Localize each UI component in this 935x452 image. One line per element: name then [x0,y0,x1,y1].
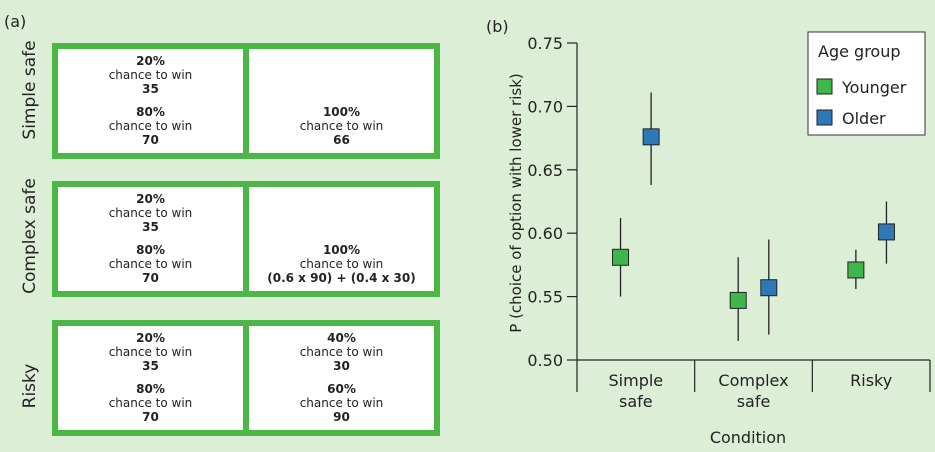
outcome-text: chance to win [108,257,193,271]
data-point-older [877,223,895,241]
outcome-amount: 66 [333,133,350,147]
chart-panel-b: (b) P (choice of option with lower risk)… [486,17,931,447]
outcome-text: chance to win [108,206,193,220]
data-point-older [642,128,660,146]
x-tick-label: safe [737,392,771,411]
gamble-card-risky: 20% chance to win 35 80% chance to win 7… [52,320,440,436]
axes: 0.50 0.55 0.60 0.65 0.70 0.75 Simple safe Comple… [527,34,931,411]
option-outcome: 60% chance to win 90 [249,382,434,424]
option-outcome: 100% chance to win (0.6 x 90) + (0.4 x 3… [249,243,434,285]
outcome-percent: 100% [322,243,361,257]
option-outcome: 100% chance to win 66 [249,105,434,147]
outcome-amount: 70 [142,133,159,147]
x-axis-label: Condition [710,428,786,447]
option-outcome: 20% chance to win 35 [58,331,243,373]
right-option-cell: 40% chance to win 30 60% chance to win 9… [249,326,434,430]
y-tick-label: 0.70 [527,97,563,116]
x-tick-label: Simple [609,371,664,390]
outcome-percent: 80% [136,382,165,396]
outcome-amount: 35 [142,82,159,96]
option-outcome: 80% chance to win 70 [58,382,243,424]
outcome-percent: 100% [322,105,361,119]
data-point-younger [612,248,630,266]
outcome-percent: 80% [136,243,165,257]
right-option-cell: 100% chance to win (0.6 x 90) + (0.4 x 3… [249,187,434,291]
y-tick-label: 0.50 [527,351,563,370]
outcome-amount: (0.6 x 90) + (0.4 x 30) [267,271,416,285]
outcome-amount: 35 [142,359,159,373]
outcome-percent: 60% [327,382,356,396]
outcome-text: chance to win [108,68,193,82]
outcome-percent: 40% [327,331,356,345]
x-tick-label: Risky [850,371,892,390]
left-option-cell: 20% chance to win 35 80% chance to win 7… [58,49,243,153]
outcome-text: chance to win [108,345,193,359]
outcome-amount: 30 [333,359,350,373]
row-label-complex-safe: Complex safe [20,178,40,294]
option-outcome: 20% chance to win 35 [58,54,243,96]
option-outcome: 80% chance to win 70 [58,105,243,147]
panel-a-label: (a) [4,12,27,31]
legend-swatch-younger [816,78,833,95]
outcome-text: chance to win [299,345,384,359]
data-marks [612,92,895,341]
y-tick-label: 0.65 [527,161,563,180]
outcome-text: chance to win [299,119,384,133]
outcome-percent: 20% [136,331,165,345]
gamble-card-complex-safe: 20% chance to win 35 80% chance to win 7… [52,181,440,297]
outcome-amount: 70 [142,410,159,424]
legend: Age group Younger Older [807,31,926,136]
y-tick-label: 0.60 [527,224,563,243]
y-tick-label: 0.75 [527,34,563,53]
x-tick-label: safe [619,392,653,411]
legend-label-older: Older [842,109,886,128]
legend-swatch-older [816,109,833,126]
outcome-text: chance to win [299,257,384,271]
panel-b-label: (b) [486,17,509,36]
data-point-younger [847,261,865,279]
option-outcome: 20% chance to win 35 [58,192,243,234]
outcome-text: chance to win [108,119,193,133]
left-option-cell: 20% chance to win 35 80% chance to win 7… [58,326,243,430]
data-point-older [760,279,778,297]
outcome-text: chance to win [108,396,193,410]
right-option-cell: 100% chance to win 66 [249,49,434,153]
y-axis-label: P (choice of option with lower risk) [507,73,525,333]
data-point-younger [729,291,747,309]
legend-label-younger: Younger [841,78,907,97]
outcome-percent: 20% [136,192,165,206]
y-tick-label: 0.55 [527,288,563,307]
outcome-amount: 90 [333,410,350,424]
outcome-text: chance to win [299,396,384,410]
outcome-percent: 20% [136,54,165,68]
outcome-amount: 35 [142,220,159,234]
option-outcome: 80% chance to win 70 [58,243,243,285]
row-label-simple-safe: Simple safe [20,40,40,140]
x-tick-label: Complex [718,371,788,390]
option-outcome: 40% chance to win 30 [249,331,434,373]
legend-title: Age group [818,42,901,61]
outcome-amount: 70 [142,271,159,285]
left-option-cell: 20% chance to win 35 80% chance to win 7… [58,187,243,291]
outcome-percent: 80% [136,105,165,119]
gamble-card-simple-safe: 20% chance to win 35 80% chance to win 7… [52,43,440,159]
row-label-risky: Risky [20,363,40,409]
